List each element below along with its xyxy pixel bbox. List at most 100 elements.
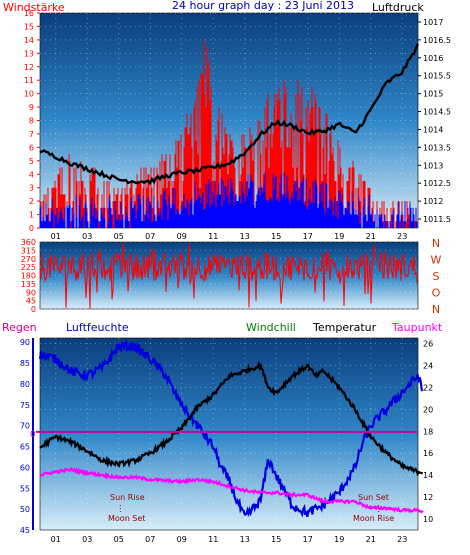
wind-tick-label: 11 (24, 76, 34, 85)
temp-x-tick-label: 21 (366, 535, 376, 544)
pressure-tick-label: 1012 (423, 197, 443, 206)
wind-tick-label: 10 (24, 90, 34, 99)
temp-tick-label: 16 (423, 449, 433, 458)
humidity-tick-label: 50 (20, 505, 30, 514)
pressure-tick-label: 1014.5 (423, 108, 451, 117)
wind-x-tick-label: 23 (397, 232, 407, 241)
direction-tick-label: 135 (21, 280, 36, 289)
pressure-tick-label: 1014 (423, 125, 443, 134)
direction-compass-label: N (432, 303, 440, 316)
direction-panel-bg (39, 241, 419, 310)
wind-x-tick-label: 01 (51, 232, 61, 241)
wind-x-tick-label: 17 (303, 232, 313, 241)
pressure-tick-label: 1012.5 (423, 179, 451, 188)
wind-x-tick-label: 07 (145, 232, 155, 241)
wind-tick-label: 8 (29, 117, 34, 126)
humidity-tick-label: 60 (20, 463, 30, 472)
temp-tick-label: 26 (423, 339, 433, 348)
wind-x-tick-label: 03 (82, 232, 92, 241)
direction-tick-label: 225 (21, 263, 36, 272)
wind-grid (40, 12, 418, 229)
wind-tick-label: 3 (29, 184, 34, 193)
pressure-tick-label: 1016.5 (423, 36, 451, 45)
regen-label: Regen (2, 321, 37, 334)
pressure-tick-label: 1015 (423, 90, 443, 99)
temp-x-tick-label: 19 (334, 535, 344, 544)
wind-bars (39, 39, 418, 228)
temp-x-tick-label: 11 (208, 535, 218, 544)
wind-x-tick-label: 13 (240, 232, 250, 241)
pressure-tick-label: 1015.5 (423, 72, 451, 81)
temperatur-label: Temperatur (312, 321, 377, 334)
humidity-tick-label: 45 (20, 526, 30, 535)
wind-direction-marks (39, 242, 418, 309)
zero-marker-label: 0 (30, 430, 36, 440)
temp-tick-label: 20 (423, 405, 433, 414)
temp-x-tick-label: 15 (271, 535, 281, 544)
wind-x-tick-label: 05 (114, 232, 124, 241)
temp-x-tick-label: 17 (303, 535, 313, 544)
wind-tick-label: 0 (29, 224, 34, 233)
luftfeuchte-line (38, 338, 424, 518)
temp-tick-label: 14 (423, 471, 433, 480)
wind-x-tick-label: 11 (208, 232, 218, 241)
temp-x-tick-label: 23 (397, 535, 407, 544)
luftfeuchte-label: Luftfeuchte (66, 321, 129, 334)
pressure-tick-label: 1011.5 (423, 215, 451, 224)
temp-x-tick-label: 09 (177, 535, 187, 544)
luftdruck-line (39, 43, 420, 186)
direction-compass-label: W (431, 254, 442, 267)
direction-tick-label: 0 (31, 305, 36, 314)
wind-x-tick-label: 19 (334, 232, 344, 241)
direction-tick-label: 360 (21, 238, 36, 247)
direction-compass-label: N (432, 237, 440, 250)
temp-x-tick-label: 01 (51, 535, 61, 544)
wind-tick-label: 7 (29, 130, 34, 139)
pressure-tick-label: 1013 (423, 161, 443, 170)
wind-tick-label: 9 (29, 103, 34, 112)
humidity-tick-label: 85 (20, 359, 30, 368)
direction-tick-label: 45 (26, 297, 36, 306)
pressure-tick-label: 1013.5 (423, 143, 451, 152)
temp-axes: 4550556065707580859010121416182022242601… (20, 338, 433, 544)
wind-tick-label: 16 (24, 9, 34, 18)
wind-tick-label: 14 (24, 36, 34, 45)
humidity-tick-label: 70 (20, 422, 30, 431)
temp-panel-bg (39, 337, 419, 531)
direction-compass-label: O (432, 287, 441, 300)
pressure-tick-label: 1016 (423, 54, 443, 63)
direction-tick-label: 315 (21, 246, 36, 255)
temp-x-tick-label: 07 (145, 535, 155, 544)
humidity-tick-label: 65 (20, 443, 30, 452)
moon-rise-label: Moon Rise (353, 514, 394, 523)
wind-tick-label: 5 (29, 157, 34, 166)
humidity-tick-label: 75 (20, 401, 30, 410)
temp-tick-label: 24 (423, 361, 433, 370)
temp-tick-label: 22 (423, 383, 433, 392)
wind-x-tick-label: 21 (366, 232, 376, 241)
direction-tick-label: 180 (21, 272, 36, 281)
temp-x-tick-label: 13 (240, 535, 250, 544)
wind-tick-label: 12 (24, 63, 34, 72)
moon-set-label: Moon Set (108, 514, 145, 523)
sun-rise-label: Sun Rise (110, 493, 145, 502)
temperatur-line (39, 360, 423, 477)
temp-x-tick-label: 03 (82, 535, 92, 544)
humidity-tick-label: 55 (20, 484, 30, 493)
wind-x-tick-label: 09 (177, 232, 187, 241)
temp-tick-label: 12 (423, 493, 433, 502)
wind-tick-label: 6 (29, 143, 34, 152)
wind-axes: 0123456789101112131415161011.510121012.5… (24, 9, 451, 241)
wind-tick-label: 15 (24, 22, 34, 31)
wind-tick-label: 4 (29, 170, 34, 179)
windchill-label: Windchill (246, 321, 296, 334)
wind-tick-label: 13 (24, 49, 34, 58)
taupunkt-line (39, 466, 424, 514)
humidity-tick-label: 90 (20, 338, 30, 347)
taupunkt-label: Taupunkt (391, 321, 443, 334)
humidity-tick-label: 80 (20, 380, 30, 389)
temp-tick-label: 18 (423, 427, 433, 436)
